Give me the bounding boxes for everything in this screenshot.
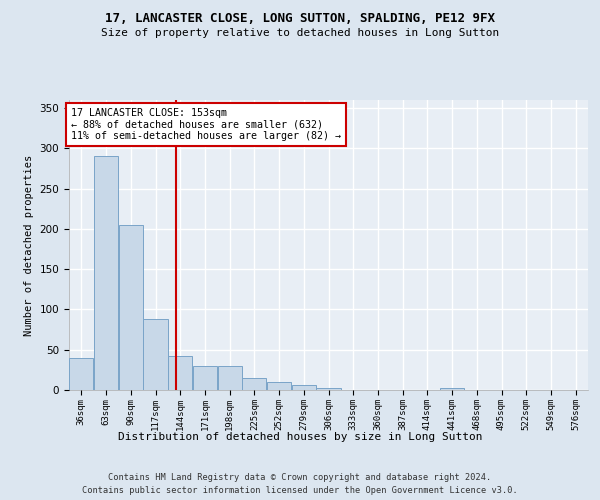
Text: Contains public sector information licensed under the Open Government Licence v3: Contains public sector information licen…: [82, 486, 518, 495]
Bar: [94, 156, 118, 390]
Bar: [316, 388, 341, 390]
Text: 17 LANCASTER CLOSE: 153sqm
← 88% of detached houses are smaller (632)
11% of sem: 17 LANCASTER CLOSE: 153sqm ← 88% of deta…: [71, 108, 341, 142]
Text: Distribution of detached houses by size in Long Sutton: Distribution of detached houses by size …: [118, 432, 482, 442]
Bar: [143, 319, 167, 390]
Bar: [119, 225, 143, 390]
Bar: [440, 388, 464, 390]
Text: Size of property relative to detached houses in Long Sutton: Size of property relative to detached ho…: [101, 28, 499, 38]
Y-axis label: Number of detached properties: Number of detached properties: [24, 154, 34, 336]
Bar: [69, 358, 94, 390]
Bar: [267, 382, 291, 390]
Bar: [292, 385, 316, 390]
Bar: [168, 356, 193, 390]
Bar: [218, 366, 242, 390]
Text: 17, LANCASTER CLOSE, LONG SUTTON, SPALDING, PE12 9FX: 17, LANCASTER CLOSE, LONG SUTTON, SPALDI…: [105, 12, 495, 26]
Text: Contains HM Land Registry data © Crown copyright and database right 2024.: Contains HM Land Registry data © Crown c…: [109, 472, 491, 482]
Bar: [242, 378, 266, 390]
Bar: [193, 366, 217, 390]
